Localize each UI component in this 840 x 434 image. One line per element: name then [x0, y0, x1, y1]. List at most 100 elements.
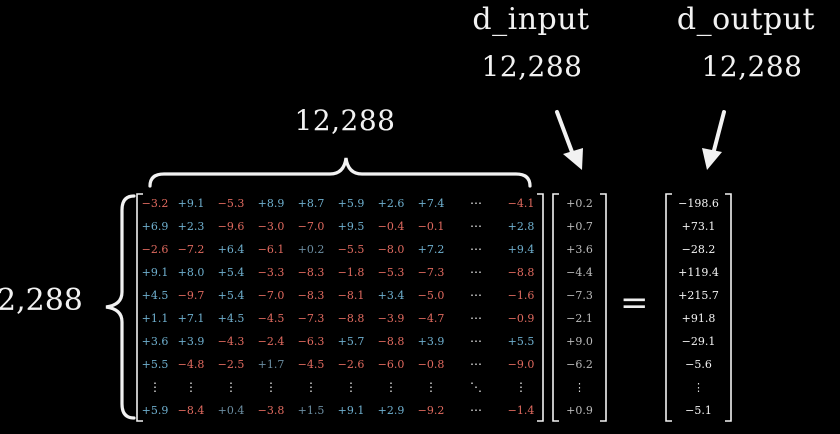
matrix-cell: +7.1 — [177, 312, 205, 325]
output-vector: −198.6 +73.1 −28.2 +119.4 +215.7 +91.8 −29.1 −5… — [672, 192, 725, 424]
input-vector-entry: +0.9 — [566, 404, 593, 417]
matrix-row: +3.6 +3.9 −4.3 −2.4 −6.3 +5.7 −8.8 +3.9 ⋯ +5.5 — [137, 330, 541, 353]
matrix-cell: −4.5 — [297, 358, 325, 371]
matrix-cell: +3.4 — [377, 289, 405, 302]
matrix-cell: +9.4 — [507, 243, 535, 256]
matrix-cell: ⋮ — [149, 380, 161, 394]
input-vector-entry: +0.7 — [566, 220, 593, 233]
matrix-cell: ⋯ — [470, 334, 482, 348]
matrix-cell: ⋮ — [305, 380, 317, 394]
matrix-cell: +7.2 — [417, 243, 445, 256]
matrix-cell: +9.1 — [177, 197, 205, 210]
matrix-cell: −8.8 — [377, 335, 405, 348]
output-vector-entry: −28.2 — [681, 243, 716, 256]
matrix-cell: +1.1 — [141, 312, 169, 325]
matrix-cell: +7.4 — [417, 197, 445, 210]
matrix-cell: −3.9 — [377, 312, 405, 325]
input-vector-entry: +9.0 — [566, 335, 593, 348]
matrix-cell: +0.4 — [217, 404, 245, 417]
matrix-cell: ⋯ — [470, 311, 482, 325]
output-right-bracket — [725, 193, 732, 422]
d-output-size: 12,288 — [701, 50, 803, 83]
top-brace — [148, 157, 532, 188]
matrix-row: +4.5 −9.7 +5.4 −7.0 −8.3 −8.1 +3.4 −5.0 ⋯ −1.6 — [137, 284, 541, 307]
matrix-cell: +6.9 — [141, 220, 169, 233]
matrix-cell: +1.5 — [297, 404, 325, 417]
matrix-cell: +5.7 — [337, 335, 365, 348]
matrix-cell: +4.5 — [217, 312, 245, 325]
d-output-label: d_output — [676, 2, 816, 37]
matrix-row: +9.1 +8.0 +5.4 −3.3 −8.3 −1.8 −5.3 −7.3 ⋯ −8.8 — [137, 261, 541, 284]
matrix-cell: −8.8 — [507, 266, 535, 279]
matrix-cell: +2.6 — [377, 197, 405, 210]
matrix-cell: −7.0 — [297, 220, 325, 233]
matrix-cell: ⋮ — [425, 380, 437, 394]
matrix-cell: −6.0 — [377, 358, 405, 371]
output-vector-entry: −5.6 — [685, 358, 712, 371]
weight-matrix: −3.2 +9.1 −5.3 +8.9 +8.7 +5.9 +2.6 +7.4 ⋯ −4.1 +6.… — [137, 192, 541, 424]
matrix-right-bracket — [537, 193, 544, 422]
output-vector-entry: +215.7 — [678, 289, 719, 302]
matrix-cell: +0.2 — [297, 243, 325, 256]
matrix-cell: −3.2 — [141, 197, 169, 210]
matrix-cell: −4.1 — [507, 197, 535, 210]
matrix-cell: −4.7 — [417, 312, 445, 325]
input-vector-entry: +3.6 — [566, 243, 593, 256]
matrix-cell: +9.5 — [337, 220, 365, 233]
matrix-row: +5.9 −8.4 +0.4 −3.8 +1.5 +9.1 +2.9 −9.2 ⋯ −1.4 — [137, 399, 541, 422]
matrix-cell: −5.0 — [417, 289, 445, 302]
input-vector: +0.2 +0.7 +3.6 −4.4 −7.3 −2.1 +9.0 −6.2 ⋮ +0.9 — [559, 192, 600, 424]
matrix-cell: ⋯ — [470, 265, 482, 279]
matrix-cell: −3.0 — [257, 220, 285, 233]
output-vector-entry: +73.1 — [681, 220, 716, 233]
matrix-row: +6.9 +2.3 −9.6 −3.0 −7.0 +9.5 −0.4 −0.1 ⋯ +2.8 — [137, 215, 541, 238]
matrix-cell: ⋯ — [470, 357, 482, 371]
output-left-bracket — [665, 193, 672, 422]
column-count-label: 12,288 — [294, 104, 396, 137]
matrix-cell: −9.2 — [417, 404, 445, 417]
output-arrow — [702, 110, 726, 170]
matrix-cell: −4.3 — [217, 335, 245, 348]
matrix-cell: −9.7 — [177, 289, 205, 302]
matrix-cell: ⋮ — [515, 380, 527, 394]
output-vector-entry: +119.4 — [678, 266, 719, 279]
matrix-cell: ⋯ — [470, 196, 482, 210]
matrix-cell: −8.1 — [337, 289, 365, 302]
input-vector-entry: −6.2 — [566, 358, 593, 371]
output-vector-entry: −5.1 — [685, 404, 712, 417]
matrix-cell: +5.9 — [141, 404, 169, 417]
matrix-cell: +3.9 — [177, 335, 205, 348]
matrix-cell: −2.6 — [337, 358, 365, 371]
matrix-cell: +5.4 — [217, 266, 245, 279]
matrix-cell: −0.1 — [417, 220, 445, 233]
matrix-cell: ⋮ — [185, 380, 197, 394]
output-vector-entry: −198.6 — [678, 197, 719, 210]
matrix-cell: −4.8 — [177, 358, 205, 371]
left-brace — [105, 194, 136, 420]
matrix-cell: +2.9 — [377, 404, 405, 417]
matrix-row: +1.1 +7.1 +4.5 −4.5 −7.3 −8.8 −3.9 −4.7 ⋯ −0.9 — [137, 307, 541, 330]
input-vector-entry: ⋮ — [574, 381, 585, 394]
d-input-label: d_input — [472, 2, 590, 37]
matrix-cell: ⋮ — [385, 380, 397, 394]
matrix-cell: ⋱ — [470, 380, 482, 394]
matrix-cell: −8.0 — [377, 243, 405, 256]
matrix-cell: −8.4 — [177, 404, 205, 417]
matrix-cell: −3.3 — [257, 266, 285, 279]
matrix-cell: +3.9 — [417, 335, 445, 348]
matrix-cell: −6.1 — [257, 243, 285, 256]
matrix-row: −3.2 +9.1 −5.3 +8.9 +8.7 +5.9 +2.6 +7.4 ⋯ −4.1 — [137, 192, 541, 215]
input-vector-entry: −4.4 — [566, 266, 593, 279]
matrix-cell: −7.0 — [257, 289, 285, 302]
matrix-cell: +5.4 — [217, 289, 245, 302]
matrix-cell: −7.3 — [297, 312, 325, 325]
matrix-cell: −2.4 — [257, 335, 285, 348]
matrix-cell: −5.5 — [337, 243, 365, 256]
matrix-cell: +2.3 — [177, 220, 205, 233]
matrix-cell: −7.3 — [417, 266, 445, 279]
matrix-cell: ⋯ — [470, 403, 482, 417]
matrix-cell: −8.8 — [337, 312, 365, 325]
matrix-cell: −4.5 — [257, 312, 285, 325]
matrix-cell: +2.8 — [507, 220, 535, 233]
